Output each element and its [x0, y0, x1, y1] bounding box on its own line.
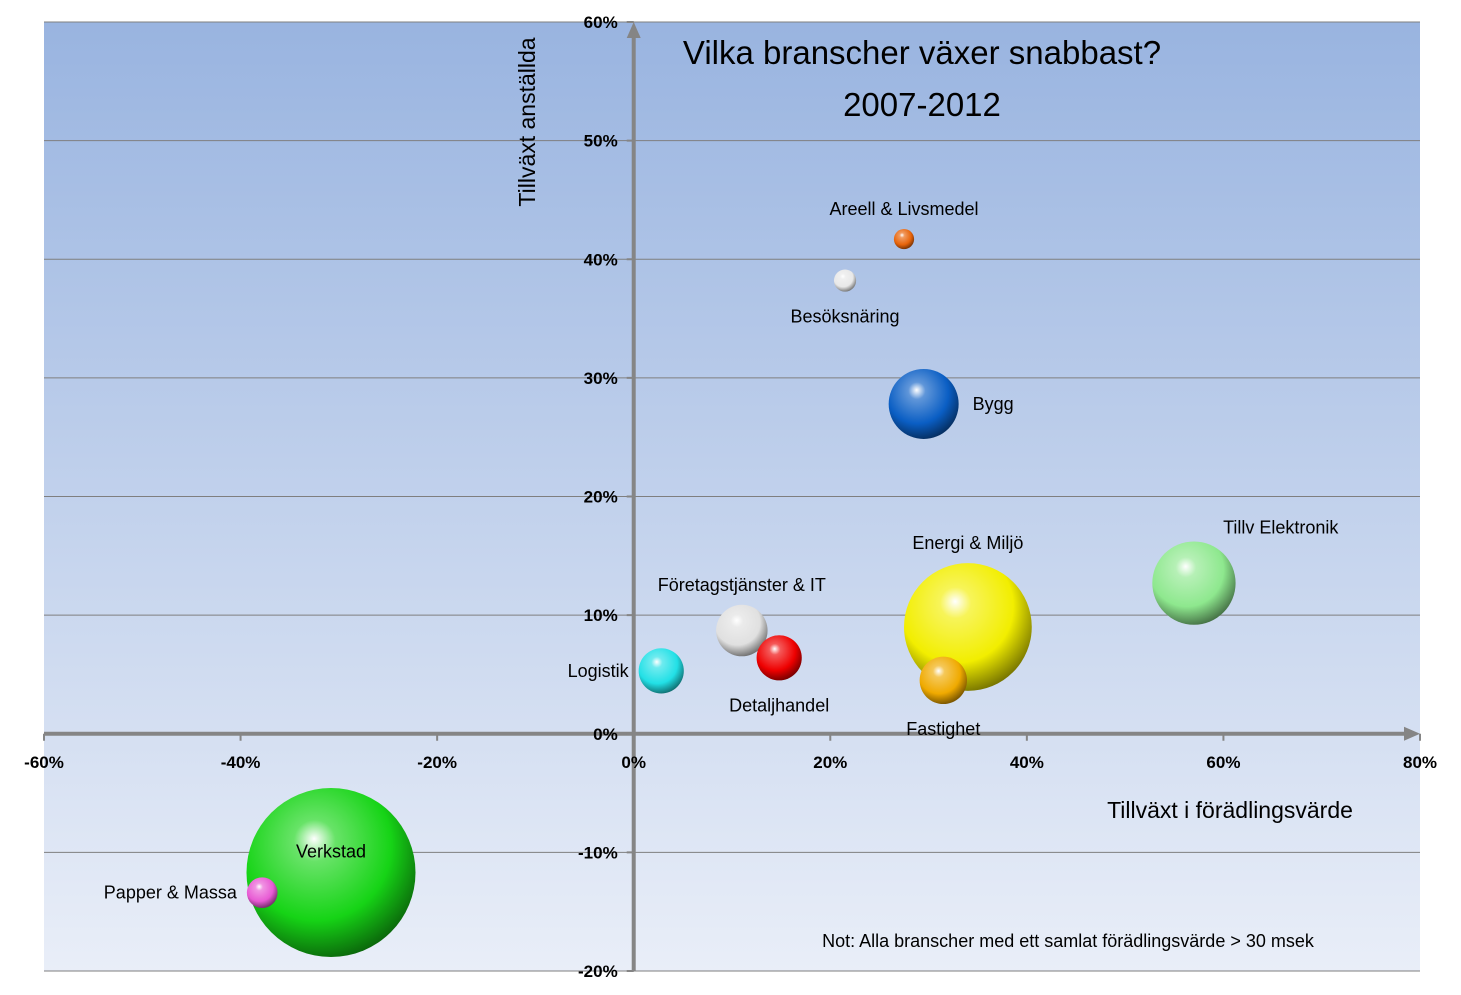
x-tick-label: 80%	[1403, 753, 1437, 772]
y-axis-arrow	[626, 22, 641, 38]
bubble-label: Energi & Miljö	[912, 533, 1023, 553]
y-tick-label: 30%	[584, 369, 618, 388]
chart-note: Not: Alla branscher med ett samlat föräd…	[822, 931, 1315, 951]
x-tick-label: 0%	[621, 753, 646, 772]
bubble-label: Papper & Massa	[104, 883, 238, 903]
bubble-label: Bygg	[973, 394, 1014, 414]
bubble-label: Areell & Livsmedel	[829, 199, 978, 219]
x-axis-label: Tillväxt i förädlingsvärde	[1107, 797, 1353, 823]
bubble	[1152, 541, 1236, 625]
x-tick-label: -60%	[24, 753, 64, 772]
x-tick-label: -40%	[221, 753, 261, 772]
bubble	[919, 656, 968, 705]
y-tick-label: 40%	[584, 250, 618, 269]
y-axis-label: Tillväxt anställda	[514, 37, 540, 206]
x-axis-arrow	[1404, 726, 1420, 741]
bubble	[246, 788, 416, 958]
bubble-labels: Areell & Livsmedel Besöksnäring Bygg Energi…	[104, 199, 1340, 903]
bubble-label: Fastighet	[906, 719, 980, 739]
x-tick-label: 20%	[813, 753, 847, 772]
bubble	[716, 604, 768, 657]
bubble	[893, 228, 915, 250]
bubbles	[246, 228, 1236, 958]
y-tick-label: 10%	[584, 606, 618, 625]
bubble-label: Verkstad	[296, 841, 366, 861]
x-tick-label: 40%	[1010, 753, 1044, 772]
y-tick-label: -10%	[578, 843, 618, 862]
x-tick-label: 60%	[1206, 753, 1240, 772]
bubble	[888, 368, 959, 439]
bubble	[246, 877, 278, 909]
y-tick-label: 20%	[584, 488, 618, 507]
y-tick-label: 60%	[584, 13, 618, 32]
y-tick-label: 0%	[593, 725, 618, 744]
tick-labels: -60% -40% -20% 0% 20% 40% 60% 80% -20% -10% 0% 10% 2…	[24, 13, 1437, 981]
bubble-label: Tillv Elektronik	[1223, 517, 1339, 537]
bubble-label: Logistik	[568, 661, 630, 681]
chart-title-line-2: 2007-2012	[843, 86, 1001, 123]
x-tick-label: -20%	[417, 753, 457, 772]
bubble-label: Detaljhandel	[729, 695, 829, 715]
y-tick-label: -20%	[578, 962, 618, 981]
bubble-label: Företagstjänster & IT	[658, 575, 826, 595]
y-tick-label: 50%	[584, 132, 618, 151]
bubble	[638, 648, 684, 694]
bubble	[756, 635, 802, 681]
chart-title-line-1: Vilka branscher växer snabbast?	[683, 34, 1161, 71]
bubble-label: Besöksnäring	[790, 307, 899, 327]
axes	[43, 21, 1421, 972]
bubble	[833, 269, 857, 292]
